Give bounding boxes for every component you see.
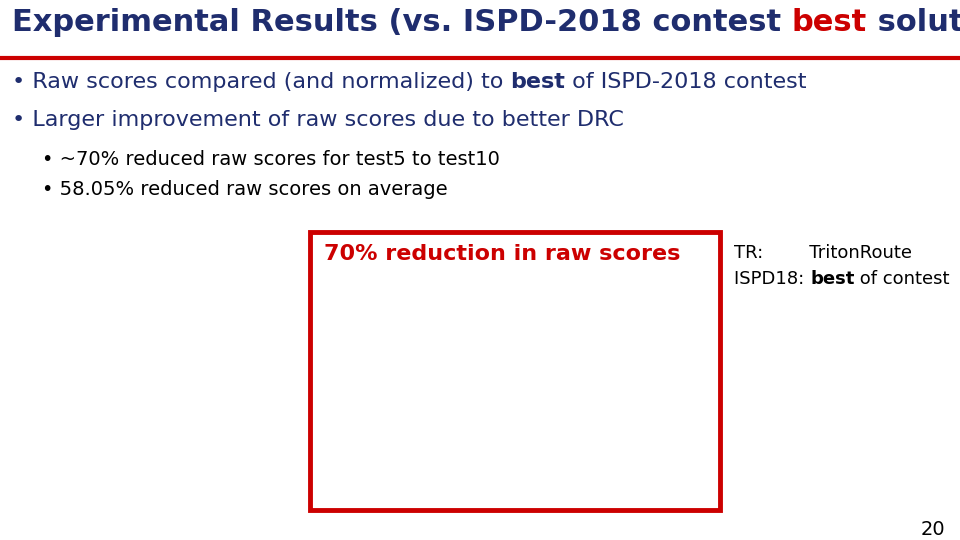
Text: solutions): solutions) — [867, 8, 960, 37]
Text: • ~70% reduced raw scores for test5 to test10: • ~70% reduced raw scores for test5 to t… — [42, 150, 500, 169]
Text: of contest: of contest — [854, 270, 949, 288]
Text: of ISPD-2018 contest: of ISPD-2018 contest — [565, 72, 806, 92]
Text: • Raw scores compared (and normalized) to: • Raw scores compared (and normalized) t… — [12, 72, 511, 92]
Text: ISPD18:: ISPD18: — [734, 270, 810, 288]
Text: best: best — [511, 72, 565, 92]
Text: best: best — [792, 8, 867, 37]
Bar — [310, 232, 720, 510]
Text: best: best — [810, 270, 854, 288]
Text: TR:        TritonRoute: TR: TritonRoute — [734, 244, 912, 262]
Text: • 58.05% reduced raw scores on average: • 58.05% reduced raw scores on average — [42, 180, 447, 199]
Text: 70% reduction in raw scores: 70% reduction in raw scores — [324, 244, 681, 264]
Text: • Larger improvement of raw scores due to better DRC: • Larger improvement of raw scores due t… — [12, 110, 624, 130]
Text: Experimental Results (vs. ISPD-2018 contest: Experimental Results (vs. ISPD-2018 cont… — [12, 8, 792, 37]
Text: 20: 20 — [921, 520, 945, 539]
